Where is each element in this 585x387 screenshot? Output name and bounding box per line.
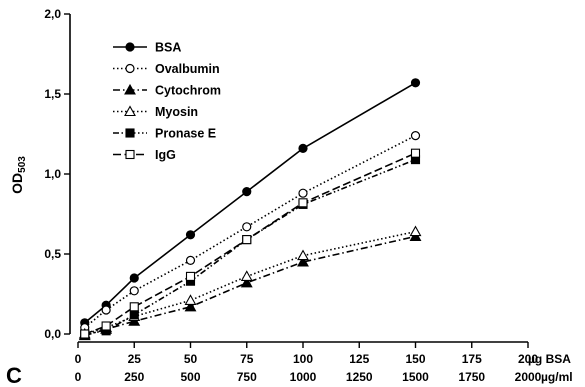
- x-tick-label-secondary: 2000: [515, 370, 542, 384]
- legend-marker: [125, 63, 135, 74]
- data-point: [409, 225, 422, 237]
- x-tick-label: 25: [128, 352, 142, 366]
- legend-label: Myosin: [155, 105, 198, 119]
- legend-label: Ovalbumin: [155, 62, 220, 76]
- y-tick-label: 0,5: [44, 247, 61, 261]
- data-point: [129, 310, 139, 320]
- data-point: [129, 302, 139, 312]
- x-tick-label: 200: [518, 352, 538, 366]
- x-axis-ticks: 0 0 25 250 50 500 75 750 100 1000 125 1250 150 1500 17…: [75, 342, 542, 384]
- data-point: [129, 273, 139, 283]
- x-tick-label-secondary: 750: [237, 370, 257, 384]
- series-layer: [78, 78, 422, 341]
- legend-label: Cytochrom: [155, 84, 221, 98]
- data-point: [410, 78, 421, 88]
- legend-marker: [125, 128, 135, 138]
- data-point: [298, 143, 308, 153]
- x-tick-label: 100: [293, 352, 313, 366]
- x-axis-secondary-label: µg/ml: [541, 370, 573, 384]
- x-tick-label-secondary: 1750: [458, 370, 485, 384]
- legend-entry: Pronase E: [113, 127, 216, 141]
- y-axis-label-main: OD: [9, 173, 25, 194]
- series-ovalbumin: [80, 131, 421, 333]
- legend-entry: Ovalbumin: [113, 62, 220, 76]
- data-point: [185, 255, 196, 265]
- x-tick-label: 175: [462, 352, 482, 366]
- data-point: [184, 300, 197, 312]
- legend-label: IgG: [155, 148, 176, 162]
- y-tick-label: 1,0: [44, 167, 61, 181]
- data-point: [297, 255, 309, 267]
- data-point: [410, 131, 421, 141]
- legend-label: Pronase E: [155, 127, 216, 141]
- legend-marker: [124, 105, 136, 117]
- x-tick-label: 150: [405, 352, 425, 366]
- legend-entry: Cytochrom: [113, 84, 221, 98]
- data-point: [240, 270, 253, 281]
- data-point: [242, 187, 252, 197]
- y-axis-ticks: 0,0 0,5 1,0 1,5 2,0: [44, 7, 70, 341]
- x-tick-label-secondary: 250: [124, 370, 144, 384]
- x-tick-label: 0: [75, 352, 82, 366]
- x-tick-label: 125: [349, 352, 369, 366]
- data-point: [297, 249, 309, 261]
- x-tick-label-secondary: 500: [180, 370, 200, 384]
- legend-entry: BSA: [113, 41, 181, 55]
- data-point: [240, 276, 253, 288]
- y-tick-label: 2,0: [44, 7, 61, 21]
- series-igg: [80, 148, 421, 339]
- data-point: [298, 198, 308, 208]
- x-tick-label-secondary: 0: [75, 370, 82, 384]
- data-point: [101, 305, 111, 315]
- x-tick-label-secondary: 1500: [402, 370, 429, 384]
- x-tick-label-secondary: 1250: [346, 370, 373, 384]
- y-axis-label-subscript: 503: [17, 156, 28, 173]
- data-point: [298, 188, 308, 198]
- legend-marker: [125, 42, 135, 52]
- axes: [69, 14, 528, 343]
- y-tick-label: 1,5: [44, 87, 61, 101]
- data-point: [242, 222, 252, 232]
- data-point: [185, 271, 196, 281]
- legend-marker: [125, 149, 135, 160]
- data-point: [242, 235, 252, 245]
- legend-entry: IgG: [113, 148, 176, 162]
- data-point: [101, 321, 111, 331]
- series-cytochrom: [78, 230, 422, 341]
- panel-label: C: [6, 363, 22, 387]
- legend-label: BSA: [155, 41, 181, 55]
- data-point: [80, 329, 90, 339]
- x-axis-label: µg BSA: [528, 352, 571, 366]
- x-tick-label: 50: [184, 352, 198, 366]
- y-axis-label: OD503: [9, 156, 28, 194]
- x-tick-label: 75: [240, 352, 254, 366]
- legend-marker: [124, 83, 136, 95]
- data-point: [410, 148, 421, 158]
- y-tick-label: 0,0: [44, 327, 61, 341]
- x-tick-label-secondary: 1000: [290, 370, 317, 384]
- legend: BSA Ovalbumin Cytochrom Myosin Pronase E IgG: [113, 41, 221, 162]
- data-point: [184, 294, 197, 305]
- series-line: [84, 134, 416, 329]
- legend-entry: Myosin: [113, 105, 198, 119]
- data-point: [185, 230, 196, 240]
- data-point: [129, 286, 139, 296]
